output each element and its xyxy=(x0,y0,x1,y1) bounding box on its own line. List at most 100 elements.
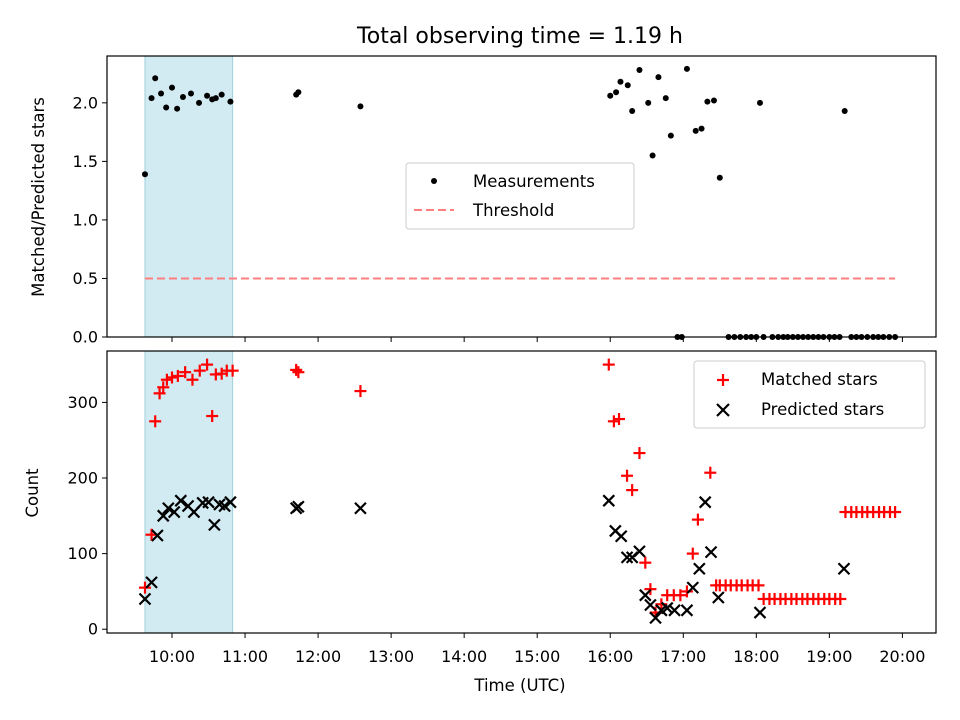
matched-star-point xyxy=(179,366,192,379)
y-tick-label: 0.0 xyxy=(73,328,98,347)
matched-star-point xyxy=(138,581,151,594)
measurement-point xyxy=(357,103,364,110)
predicted-star-point xyxy=(202,495,215,509)
x-stroke-b xyxy=(181,499,195,513)
matched-star-point xyxy=(157,381,170,394)
top-panel-frame xyxy=(106,55,937,338)
x-stroke-b xyxy=(218,499,231,513)
x-stroke-b xyxy=(686,581,700,594)
measurement-point xyxy=(295,89,302,96)
legend-predicted-marker xyxy=(716,403,730,417)
x-tick-label: 13:00 xyxy=(368,647,414,666)
predicted-star-point xyxy=(138,592,152,606)
top-panel-y-ticks: 0.0 0.5 1.0 1.5 2.0 xyxy=(73,93,107,347)
legend-measurements-marker xyxy=(431,178,437,184)
measurement-point xyxy=(710,97,717,104)
x-stroke-b xyxy=(660,601,674,615)
matched-star-point xyxy=(704,466,717,479)
measurement-point xyxy=(204,92,211,99)
x-tick-label: 20:00 xyxy=(879,647,925,666)
predicted-star-point xyxy=(753,606,767,619)
matched-star-point xyxy=(292,366,305,379)
measurement-point xyxy=(613,89,620,96)
measurement-point xyxy=(655,74,662,81)
x-stroke-b xyxy=(668,604,681,617)
predicted-star-point xyxy=(602,494,616,507)
predicted-star-point xyxy=(174,494,188,507)
predicted-star-point xyxy=(693,562,706,576)
measurement-point xyxy=(141,171,148,178)
bottom-panel-y-ticks: 0 100 200 300 xyxy=(67,393,107,639)
x-tick-label: 16:00 xyxy=(587,647,633,666)
x-stroke-b xyxy=(156,509,170,523)
predicted-star-point xyxy=(620,551,634,564)
measurement-point xyxy=(163,104,170,111)
x-stroke-b xyxy=(213,498,226,511)
bottom-panel-legend: Matched stars Predicted stars xyxy=(693,360,926,429)
measurement-point xyxy=(624,82,631,89)
matched-star-point xyxy=(602,358,615,371)
matched-star-point xyxy=(639,556,652,569)
x-stroke-b xyxy=(753,606,767,619)
bottom-panel-y-axis-label: Count xyxy=(23,468,42,518)
y-tick-label: 200 xyxy=(67,469,98,488)
matched-star-point xyxy=(626,484,639,497)
x-stroke-b xyxy=(292,500,305,514)
predicted-star-point xyxy=(224,495,237,509)
predicted-star-point xyxy=(167,505,181,519)
matched-star-point xyxy=(674,589,687,602)
y-tick-label: 300 xyxy=(67,393,98,412)
measurement-point xyxy=(692,127,699,134)
predicted-star-point xyxy=(644,598,657,612)
x-stroke-b xyxy=(224,495,237,509)
measurement-point xyxy=(704,98,711,105)
y-tick-label: 0 xyxy=(88,620,98,639)
top-panel-shaded-span xyxy=(144,55,234,338)
matched-star-point xyxy=(644,583,657,596)
measurement-point xyxy=(662,95,669,102)
x-stroke-b xyxy=(145,576,158,589)
predicted-star-point xyxy=(704,545,718,559)
predicted-star-point xyxy=(668,604,681,617)
measurement-point xyxy=(218,91,225,98)
x-stroke-b xyxy=(704,545,718,559)
x-tick-label: 19:00 xyxy=(806,647,852,666)
x-tick-label: 11:00 xyxy=(222,647,268,666)
matched-star-point xyxy=(680,585,693,598)
x-tick-label: 17:00 xyxy=(660,647,706,666)
x-stroke-b xyxy=(162,501,175,515)
y-tick-label: 1.0 xyxy=(73,210,98,229)
y-tick-label: 1.5 xyxy=(73,152,98,171)
matched-star-point xyxy=(354,385,367,398)
x-stroke-b xyxy=(151,529,164,542)
predicted-stars-series xyxy=(138,494,851,625)
x-stroke-b xyxy=(680,604,694,617)
x-tick-label: 10:00 xyxy=(149,647,195,666)
matched-star-point xyxy=(149,415,162,428)
matched-star-point xyxy=(889,506,902,519)
predicted-star-point xyxy=(712,591,725,604)
matched-star-point xyxy=(691,513,704,526)
x-stroke-b xyxy=(644,598,657,612)
measurement-point xyxy=(169,84,176,91)
bottom-panel-x-ticks: 10:00 11:00 12:00 13:00 14:00 15:00 16:00 17:00… xyxy=(149,633,925,666)
predicted-star-point xyxy=(292,500,305,514)
matched-star-point xyxy=(686,547,699,560)
matched-star-point xyxy=(166,371,179,384)
predicted-star-point xyxy=(162,501,175,515)
predicted-star-point xyxy=(151,529,164,542)
x-tick-label: 14:00 xyxy=(441,647,487,666)
matched-star-point xyxy=(834,592,847,605)
x-stroke-b xyxy=(174,494,188,507)
measurement-point xyxy=(683,65,690,72)
legend-predicted-label: Predicted stars xyxy=(761,400,884,419)
x-stroke-b xyxy=(138,592,152,606)
measurement-point xyxy=(152,75,159,82)
legend-threshold-label: Threshold xyxy=(472,201,554,220)
top-panel-x-ticks xyxy=(171,337,903,342)
matched-star-point xyxy=(226,364,239,377)
measurement-point xyxy=(158,90,165,97)
x-stroke-b xyxy=(649,611,662,625)
x-stroke-b xyxy=(202,495,215,509)
measurement-point xyxy=(716,174,723,181)
